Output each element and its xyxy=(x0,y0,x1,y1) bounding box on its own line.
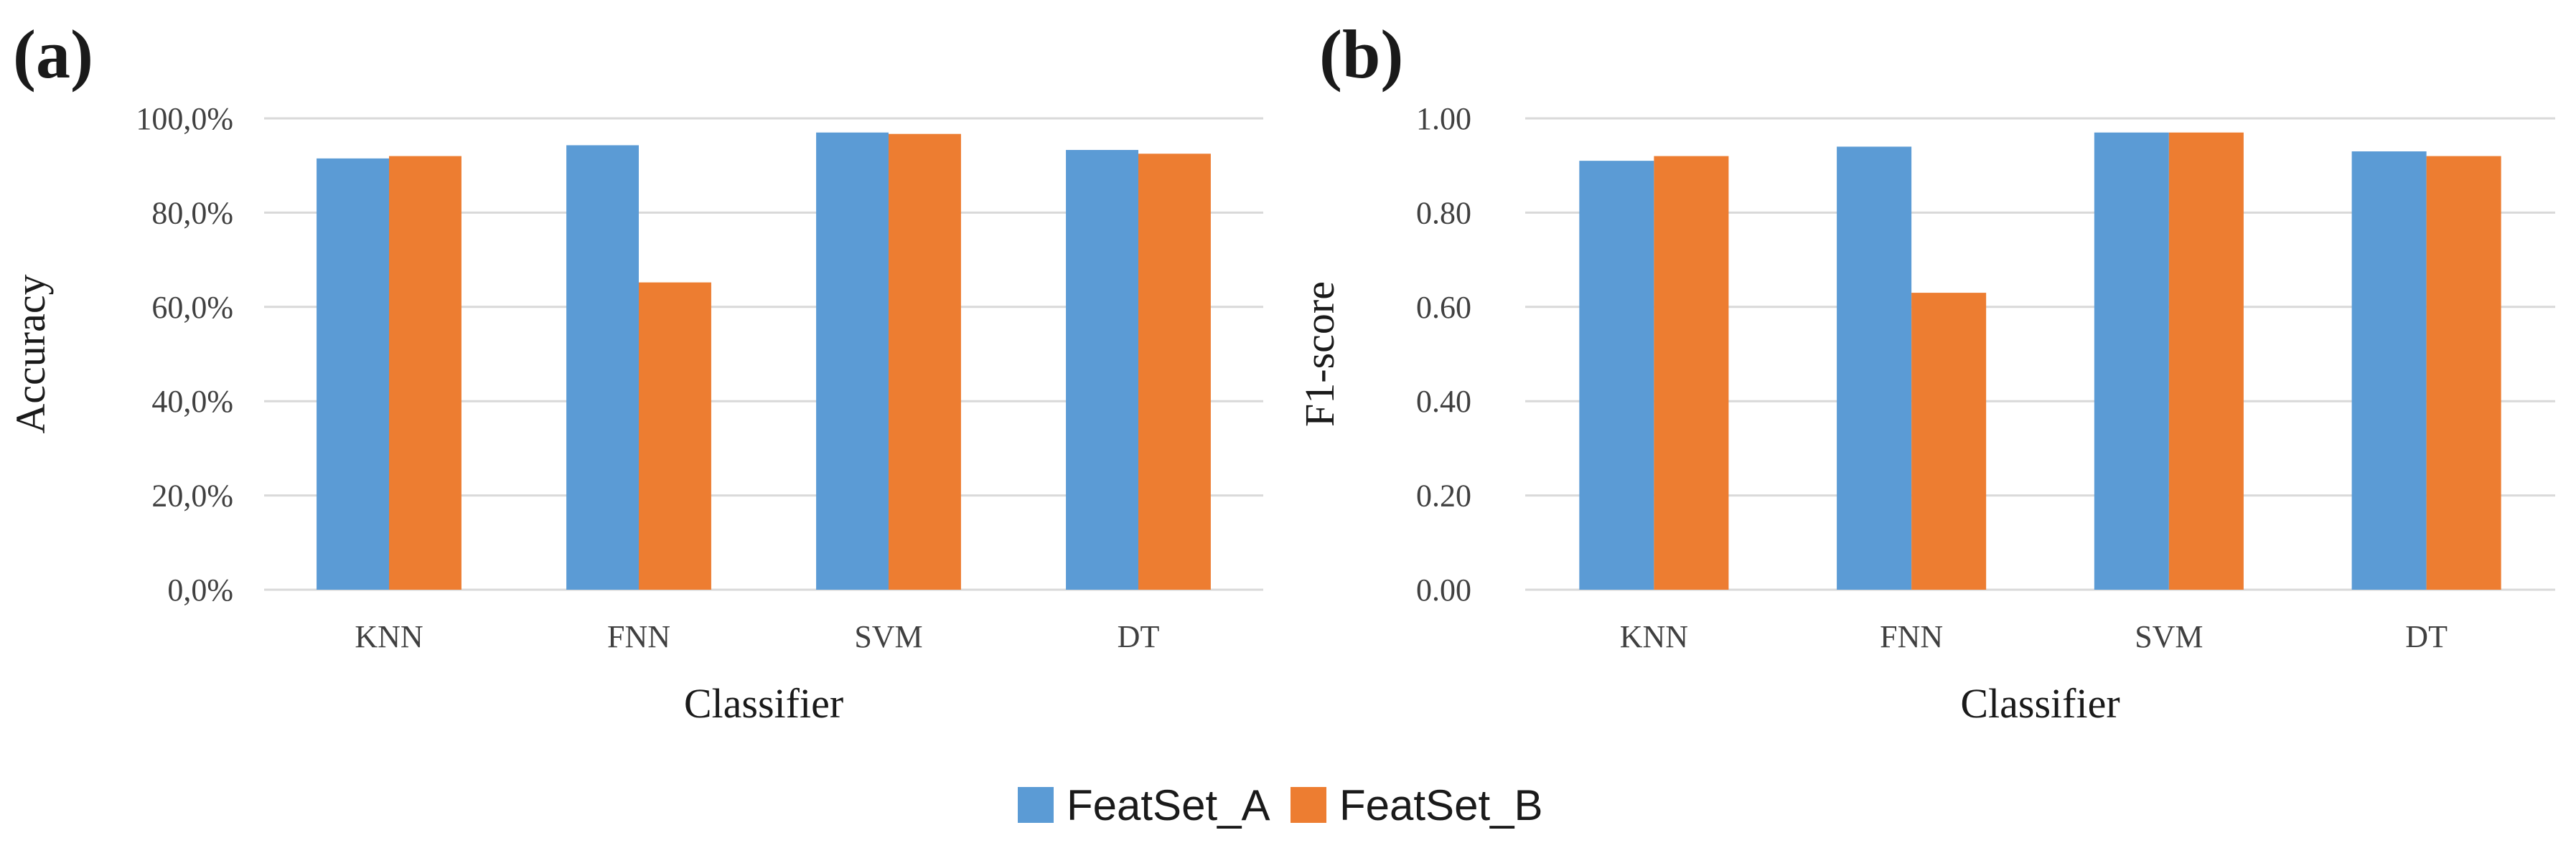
bar-featset-a-svm xyxy=(816,132,889,590)
y-tick-label: 40,0% xyxy=(151,384,233,419)
y-tick-label: 0.80 xyxy=(1416,195,1471,230)
y-tick-label: 100,0% xyxy=(136,101,233,136)
bar-featset-a-dt xyxy=(2351,151,2427,590)
legend-swatch-featset-b xyxy=(1291,787,1326,823)
x-category-label: KNN xyxy=(355,619,423,654)
x-category-label: SVM xyxy=(2135,619,2203,654)
x-axis-title: Classifier xyxy=(684,680,843,727)
bar-featset-b-svm xyxy=(889,133,961,590)
bar-featset-b-fnn xyxy=(1911,293,1987,590)
y-tick-label: 0.60 xyxy=(1416,290,1471,325)
y-tick-label: 80,0% xyxy=(151,195,233,230)
y-tick-label: 0.00 xyxy=(1416,572,1471,608)
y-tick-label: 1.00 xyxy=(1416,101,1471,136)
legend-swatch-featset-a xyxy=(1018,787,1054,823)
x-category-label: FNN xyxy=(1880,619,1943,654)
bar-featset-a-fnn xyxy=(566,145,639,590)
chart-panel-a: (a) 0,0% 20,0% 40,0% 60,0% 80,0% 100,0% KNN FNN S… xyxy=(7,16,1263,727)
bar-featset-a-knn xyxy=(317,158,389,590)
x-axis-title: Classifier xyxy=(1960,680,2120,727)
y-tick-label: 0.40 xyxy=(1416,384,1471,419)
bar-featset-a-fnn xyxy=(1837,146,1912,590)
legend-label: FeatSet_B xyxy=(1339,781,1543,829)
bar-featset-b-knn xyxy=(389,156,462,590)
y-axis-title: Accuracy xyxy=(7,274,54,433)
y-tick-label: 0.20 xyxy=(1416,479,1471,514)
bar-featset-b-fnn xyxy=(639,282,711,590)
y-tick-label: 20,0% xyxy=(151,479,233,514)
x-category-label: SVM xyxy=(854,619,922,654)
y-tick-label: 60,0% xyxy=(151,290,233,325)
x-category-label: KNN xyxy=(1620,619,1688,654)
bar-featset-a-knn xyxy=(1579,161,1654,590)
y-tick-label: 0,0% xyxy=(167,572,233,608)
panel-label: (a) xyxy=(13,16,93,93)
bar-featset-a-svm xyxy=(2094,132,2169,590)
bar-featset-b-svm xyxy=(2168,132,2244,590)
legend-label: FeatSet_A xyxy=(1067,781,1270,829)
panel-label: (b) xyxy=(1319,16,1403,93)
x-category-label: DT xyxy=(2405,619,2448,654)
chart-panel-b: (b) 0.00 0.20 0.40 0.60 0.80 1.00 KNN FNN SVM DT Cl… xyxy=(1296,16,2555,727)
x-category-label: FNN xyxy=(607,619,670,654)
bar-featset-b-dt xyxy=(2426,156,2501,590)
x-category-label: DT xyxy=(1118,619,1160,654)
bar-featset-b-dt xyxy=(1138,154,1211,590)
y-axis-title: F1-score xyxy=(1296,281,1343,427)
bar-featset-a-dt xyxy=(1066,150,1138,590)
legend: FeatSet_A FeatSet_B xyxy=(1018,781,1543,829)
bar-featset-b-knn xyxy=(1654,156,1729,590)
